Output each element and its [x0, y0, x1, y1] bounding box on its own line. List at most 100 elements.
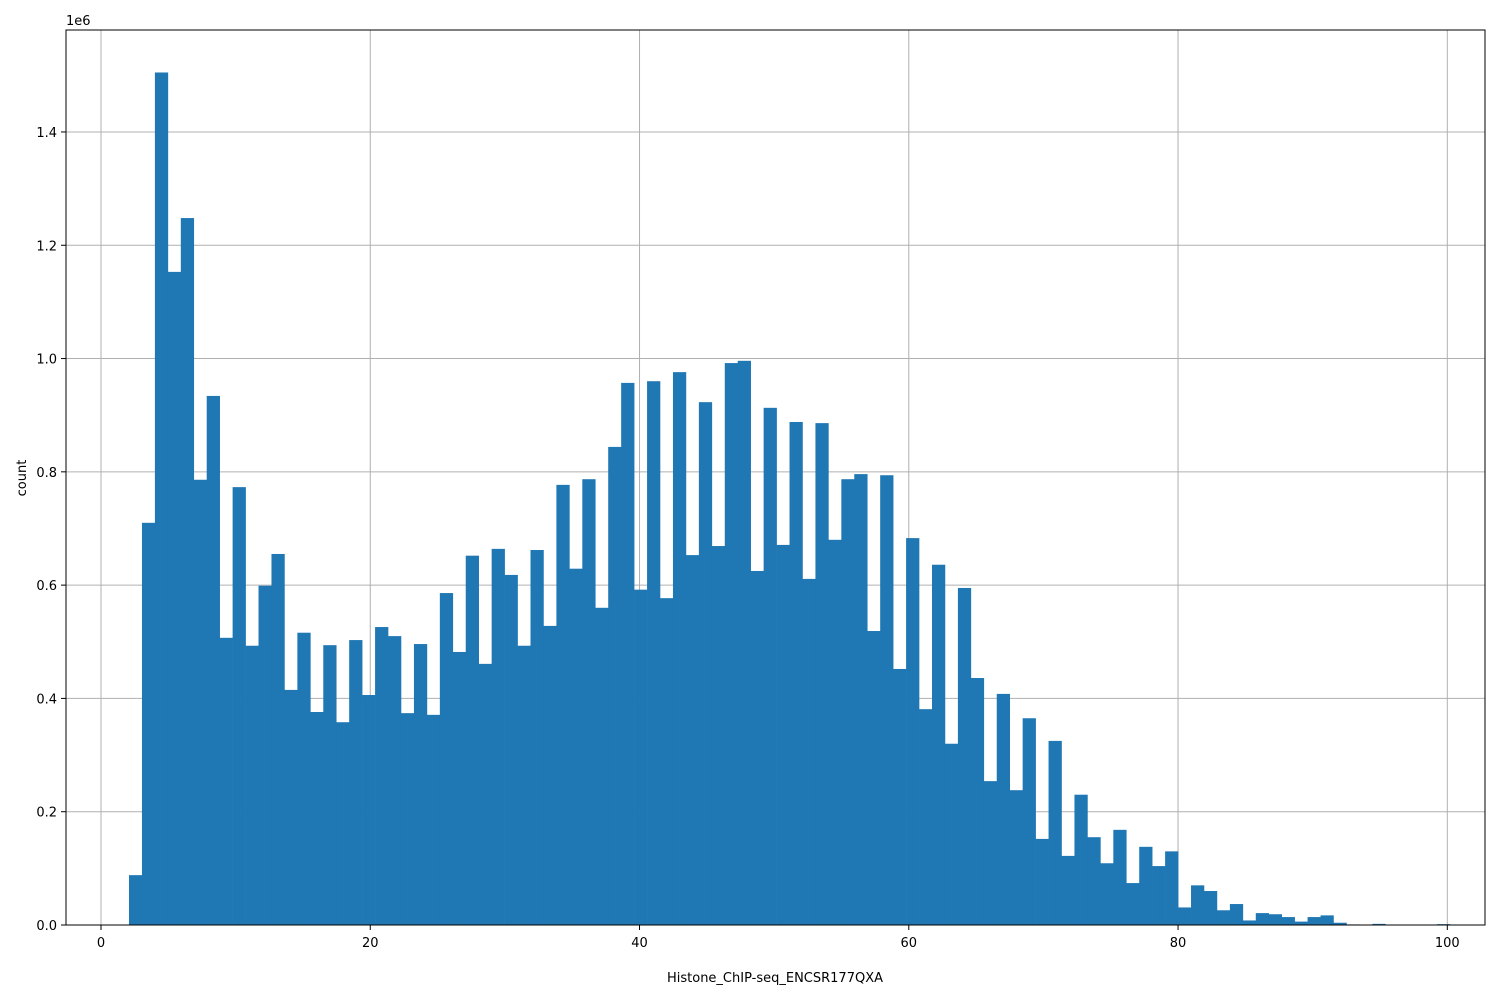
histogram-bar [698, 402, 713, 926]
histogram-bar [426, 714, 441, 925]
histogram-bar [1216, 910, 1231, 925]
histogram-bar [1100, 863, 1114, 925]
histogram-bar [711, 546, 726, 925]
histogram-bar [193, 479, 208, 925]
histogram-bar [154, 72, 169, 925]
histogram-bar [1022, 718, 1036, 925]
histogram-bar [802, 578, 816, 925]
histogram-bar [1048, 740, 1062, 925]
histogram-bar [232, 487, 246, 925]
histogram-bar [841, 479, 855, 925]
x-tick-label: 60 [901, 936, 918, 951]
x-tick-label: 80 [1170, 936, 1187, 951]
histogram-bar [776, 544, 790, 925]
histogram-bar [517, 645, 531, 925]
histogram-bar [983, 781, 998, 925]
histogram-bar [400, 713, 415, 925]
histogram-bar [737, 360, 751, 925]
histogram-bar [452, 651, 467, 925]
histogram-bar [996, 693, 1011, 925]
histogram-bar [1229, 904, 1244, 925]
histogram-bar [1268, 914, 1282, 925]
histogram-bar [167, 271, 182, 925]
x-axis-ticks: 0 20 40 60 80 100 [97, 925, 1460, 951]
histogram-bar [660, 598, 674, 925]
histogram-bar [1165, 851, 1179, 925]
histogram-bar [245, 645, 259, 925]
histogram-bar [1333, 922, 1347, 925]
histogram-bar [672, 372, 687, 925]
histogram-bar [582, 479, 596, 925]
histogram-bar [1126, 883, 1140, 925]
histogram-bar [867, 631, 881, 925]
histogram-bar [1152, 866, 1166, 925]
histogram-bar [1281, 917, 1295, 925]
y-offset-label: 1e6 [66, 14, 91, 29]
histogram-bar [621, 382, 635, 926]
histogram-bar [413, 644, 428, 925]
histogram-bar [750, 570, 764, 925]
y-tick-label: 0.6 [36, 579, 57, 594]
x-axis-label: Histone_ChIP-seq_ENCSR177QXA [667, 971, 883, 986]
histogram-bar [1255, 913, 1270, 925]
histogram-bar [1061, 855, 1075, 925]
y-tick-label: 1.4 [36, 126, 57, 141]
histogram-bar [180, 218, 195, 925]
y-axis-label: count [15, 460, 30, 497]
histogram-bar [724, 363, 739, 926]
histogram-bar [1372, 923, 1386, 925]
histogram-bar [1320, 915, 1334, 925]
y-axis-ticks: 0.0 0.2 0.4 0.6 0.8 1.0 1.2 1.4 [36, 126, 66, 934]
histogram-bar [1242, 920, 1257, 925]
histogram-bar [815, 423, 829, 925]
histogram-bar [129, 875, 143, 925]
histogram-bar [763, 407, 777, 926]
histogram-bar [349, 640, 363, 925]
histogram-bar [530, 550, 544, 925]
histogram-bar [362, 695, 376, 925]
histogram-bar [297, 632, 311, 925]
histogram-bar [1294, 921, 1308, 925]
histogram-bar [1009, 790, 1023, 925]
histogram-bar [323, 645, 337, 925]
histogram-bar [284, 689, 298, 925]
y-tick-label: 0.0 [36, 919, 57, 934]
histogram-bar [556, 484, 570, 925]
histogram-bar [206, 395, 220, 925]
y-tick-label: 0.2 [36, 806, 57, 821]
histogram-bar [543, 625, 557, 925]
axes-frame [65, 29, 1486, 926]
histogram-bar [906, 538, 920, 925]
histogram-bar [828, 539, 842, 925]
x-tick-label: 100 [1435, 936, 1460, 951]
histogram-bar [310, 712, 324, 925]
histogram-bar [893, 668, 907, 925]
y-tick-label: 1.2 [36, 239, 57, 254]
histogram-bar [1307, 917, 1321, 925]
histogram-bar [219, 637, 233, 925]
histogram-bar [465, 555, 479, 925]
histogram-bar [1191, 885, 1205, 925]
histogram-bar [634, 589, 648, 925]
histogram-bar [258, 585, 272, 925]
histogram-bar [375, 627, 389, 925]
histogram-bar [931, 564, 946, 925]
histogram-bar [439, 593, 454, 925]
histogram-bar [569, 568, 583, 925]
histogram-bar [1074, 794, 1088, 925]
histogram-bar [595, 607, 609, 925]
y-tick-label: 0.8 [36, 466, 57, 481]
histogram-bar [388, 636, 402, 925]
y-tick-label: 0.4 [36, 692, 57, 707]
y-tick-label: 1.0 [36, 353, 57, 368]
histogram-bar [271, 553, 285, 925]
x-tick-label: 40 [631, 936, 648, 951]
histogram-bar [880, 475, 894, 925]
histogram-bar [141, 522, 156, 925]
x-tick-label: 20 [362, 936, 379, 951]
x-tick-label: 0 [97, 936, 105, 951]
histogram-bar [1139, 846, 1153, 925]
histogram-bar [647, 381, 661, 926]
histogram-bar [957, 587, 972, 925]
histogram-bar [944, 743, 959, 925]
